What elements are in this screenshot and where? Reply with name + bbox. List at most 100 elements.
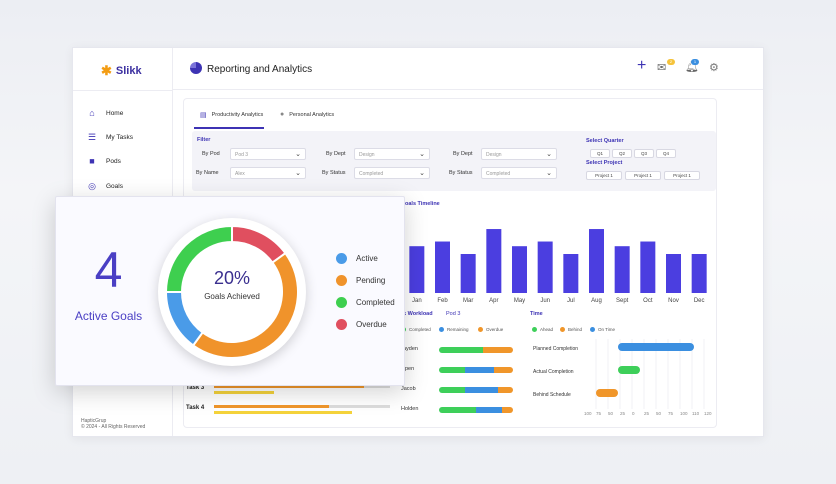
legend-label: Remaining bbox=[447, 327, 469, 332]
sidebar-item-goals[interactable]: ◎ Goals bbox=[87, 181, 123, 191]
x-tick-label: Nov bbox=[668, 298, 679, 304]
brand-logo[interactable]: ✱ Slikk bbox=[101, 63, 142, 79]
bar bbox=[691, 254, 707, 293]
quarter-button-q2[interactable]: Q2 bbox=[612, 149, 632, 158]
bar bbox=[409, 246, 425, 293]
legend-dot bbox=[336, 319, 347, 330]
legend-label: Completed bbox=[409, 327, 431, 332]
workload-segment-completed bbox=[439, 367, 465, 373]
workload-segment-completed bbox=[439, 407, 476, 413]
legend-dot bbox=[439, 327, 444, 332]
filter-label: By Dept bbox=[326, 151, 346, 157]
task-label: Task 3 bbox=[186, 385, 205, 391]
x-tick-label: Mar bbox=[463, 298, 473, 304]
time-x-tick: 110 bbox=[692, 411, 700, 416]
time-row-label: Behind Schedule bbox=[533, 392, 571, 398]
name-select[interactable]: Alex ⌄ bbox=[230, 167, 306, 179]
active-goals-card[interactable]: 4 Active Goals 20% Goals Achieved Active… bbox=[55, 196, 405, 386]
goals-timeline-title: oals Timeline bbox=[405, 201, 440, 207]
legend-active: Active bbox=[336, 253, 378, 264]
mail-icon[interactable]: ✉ bbox=[657, 62, 667, 74]
chevron-down-icon: ⌄ bbox=[419, 170, 425, 177]
page-header: Reporting and Analytics + ✉ 2 🔔︎ 1 ⚙ bbox=[173, 48, 763, 90]
goals-icon: ◎ bbox=[88, 181, 96, 191]
legend-dot bbox=[336, 297, 347, 308]
dept-select[interactable]: Design ⌄ bbox=[354, 148, 430, 160]
task-progress bbox=[214, 385, 364, 388]
sidebar-divider bbox=[73, 90, 173, 91]
chevron-down-icon: ⌄ bbox=[546, 170, 552, 177]
legend-dot bbox=[336, 275, 347, 286]
donut-svg bbox=[164, 224, 299, 359]
project-button[interactable]: Project 1 bbox=[625, 171, 661, 180]
sidebar-item-label: Home bbox=[106, 109, 124, 117]
legend-dot bbox=[560, 327, 565, 332]
donut-center: 20% Goals Achieved bbox=[158, 268, 306, 301]
legend-label: Ahead bbox=[540, 327, 554, 332]
status-select[interactable]: Completed ⌄ bbox=[354, 167, 430, 179]
workload-name: pen bbox=[405, 366, 415, 372]
workload-segment-overdue bbox=[483, 347, 513, 353]
dept-select-2[interactable]: Design ⌄ bbox=[481, 148, 557, 160]
legend-label: Overdue bbox=[486, 327, 504, 332]
copyright: © 2024 - All Rights Reserved bbox=[81, 424, 146, 430]
legend-pending: Pending bbox=[336, 275, 385, 286]
workload-segment-overdue bbox=[494, 367, 513, 373]
tab-label: Productivity Analytics bbox=[211, 112, 264, 118]
active-tab-indicator bbox=[194, 127, 264, 129]
legend-dot bbox=[532, 327, 537, 332]
legend-label: Overdue bbox=[356, 320, 387, 329]
sidebar-item-my-tasks[interactable]: ☰ My Tasks bbox=[87, 132, 133, 142]
bar bbox=[512, 246, 527, 293]
behind-schedule-bar bbox=[596, 389, 618, 397]
x-tick-label: Aug bbox=[591, 298, 602, 304]
legend-completed: Completed bbox=[401, 327, 431, 332]
gear-icon[interactable]: ⚙ bbox=[709, 62, 719, 74]
legend-behind: Behind bbox=[560, 327, 582, 332]
pod-select[interactable]: Pod 3 ⌄ bbox=[230, 148, 306, 160]
bar bbox=[614, 246, 630, 293]
bar bbox=[666, 254, 681, 293]
home-icon: ⌂ bbox=[89, 108, 95, 118]
company-name: HapticGrup bbox=[81, 418, 107, 424]
chevron-down-icon: ⌄ bbox=[295, 170, 301, 177]
tab-productivity-analytics[interactable]: ▤ Productivity Analytics bbox=[200, 111, 263, 119]
brand-name: Slikk bbox=[115, 65, 142, 77]
time-chart: 100 75 50 25 0 25 50 75 100 110 120 bbox=[584, 339, 712, 416]
filter-panel: Filter By Pod Pod 3 ⌄ By Dept Design ⌄ By … bbox=[192, 131, 716, 191]
quarter-button-q3[interactable]: Q3 bbox=[634, 149, 654, 158]
legend-label: On Time bbox=[598, 327, 616, 332]
workload-segment-completed bbox=[439, 387, 465, 393]
project-button[interactable]: Project 1 bbox=[664, 171, 700, 180]
project-button[interactable]: Project 1 bbox=[586, 171, 622, 180]
time-x-tick: 100 bbox=[584, 411, 592, 416]
tab-label: Personal Analytics bbox=[289, 111, 335, 118]
mail-badge: 2 bbox=[667, 59, 675, 65]
quarter-button-q4[interactable]: Q4 bbox=[656, 149, 676, 158]
project-title: Select Project bbox=[586, 160, 623, 166]
legend-completed: Completed bbox=[336, 297, 395, 308]
time-row-label: Actual Completion bbox=[533, 369, 574, 375]
sidebar-item-pods[interactable]: ■ Pods bbox=[87, 156, 121, 166]
time-x-tick: 25 bbox=[644, 411, 650, 416]
workload-name: Jacob bbox=[401, 386, 416, 392]
chevron-down-icon: ⌄ bbox=[295, 151, 301, 158]
task-label: Task 4 bbox=[186, 405, 205, 411]
chevron-down-icon: ⌄ bbox=[419, 151, 425, 158]
x-tick-label: Jul bbox=[567, 298, 575, 304]
bar bbox=[460, 254, 476, 293]
filter-label: By Pod bbox=[202, 151, 220, 157]
legend-overdue: Overdue bbox=[336, 319, 387, 330]
status-select-2[interactable]: Completed ⌄ bbox=[481, 167, 557, 179]
tab-personal-analytics[interactable]: ● Personal Analytics bbox=[280, 111, 334, 118]
analytics-icon bbox=[190, 62, 202, 74]
sidebar-item-home[interactable]: ⌂ Home bbox=[87, 108, 123, 118]
filter-label: By Dept bbox=[453, 151, 473, 157]
chevron-down-icon: ⌄ bbox=[546, 151, 552, 158]
goals-achieved-label: Goals Achieved bbox=[204, 292, 260, 301]
legend-label: Behind bbox=[568, 327, 583, 332]
active-goals-label: Active Goals bbox=[74, 309, 143, 323]
add-icon[interactable]: + bbox=[637, 57, 647, 74]
tasks-icon: ☰ bbox=[87, 132, 97, 142]
quarter-button-q1[interactable]: Q1 bbox=[590, 149, 610, 158]
